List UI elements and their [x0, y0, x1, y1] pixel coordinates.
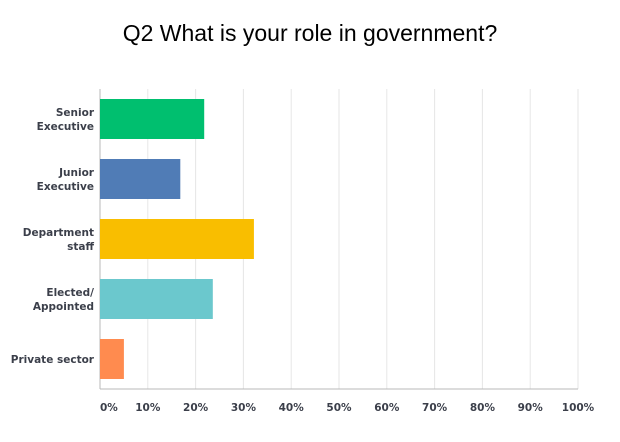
x-tick-label: 30%	[231, 402, 257, 414]
bar[interactable]	[100, 279, 213, 319]
x-tick-label: 100%	[562, 402, 595, 414]
bar[interactable]	[100, 339, 124, 379]
x-tick-label: 70%	[422, 402, 448, 414]
category-label: Junior Executive	[37, 167, 95, 193]
bar[interactable]	[100, 219, 254, 259]
x-tick-label: 20%	[183, 402, 209, 414]
x-tick-label: 50%	[326, 402, 352, 414]
x-tick-label: 90%	[518, 402, 544, 414]
category-label: Department staff	[23, 227, 95, 253]
bar[interactable]	[100, 99, 205, 139]
x-tick-label: 80%	[470, 402, 496, 414]
x-tick-label: 0%	[100, 402, 118, 414]
category-label: Elected/Appointed	[33, 287, 94, 313]
category-label: Private sector	[11, 354, 95, 366]
category-label: Senior Executive	[37, 107, 95, 133]
chart-title: Q2 What is your role in government?	[122, 20, 498, 46]
x-tick-label: 60%	[374, 402, 400, 414]
bar[interactable]	[100, 159, 181, 199]
x-tick-label: 40%	[279, 402, 305, 414]
x-tick-label: 10%	[135, 402, 161, 414]
